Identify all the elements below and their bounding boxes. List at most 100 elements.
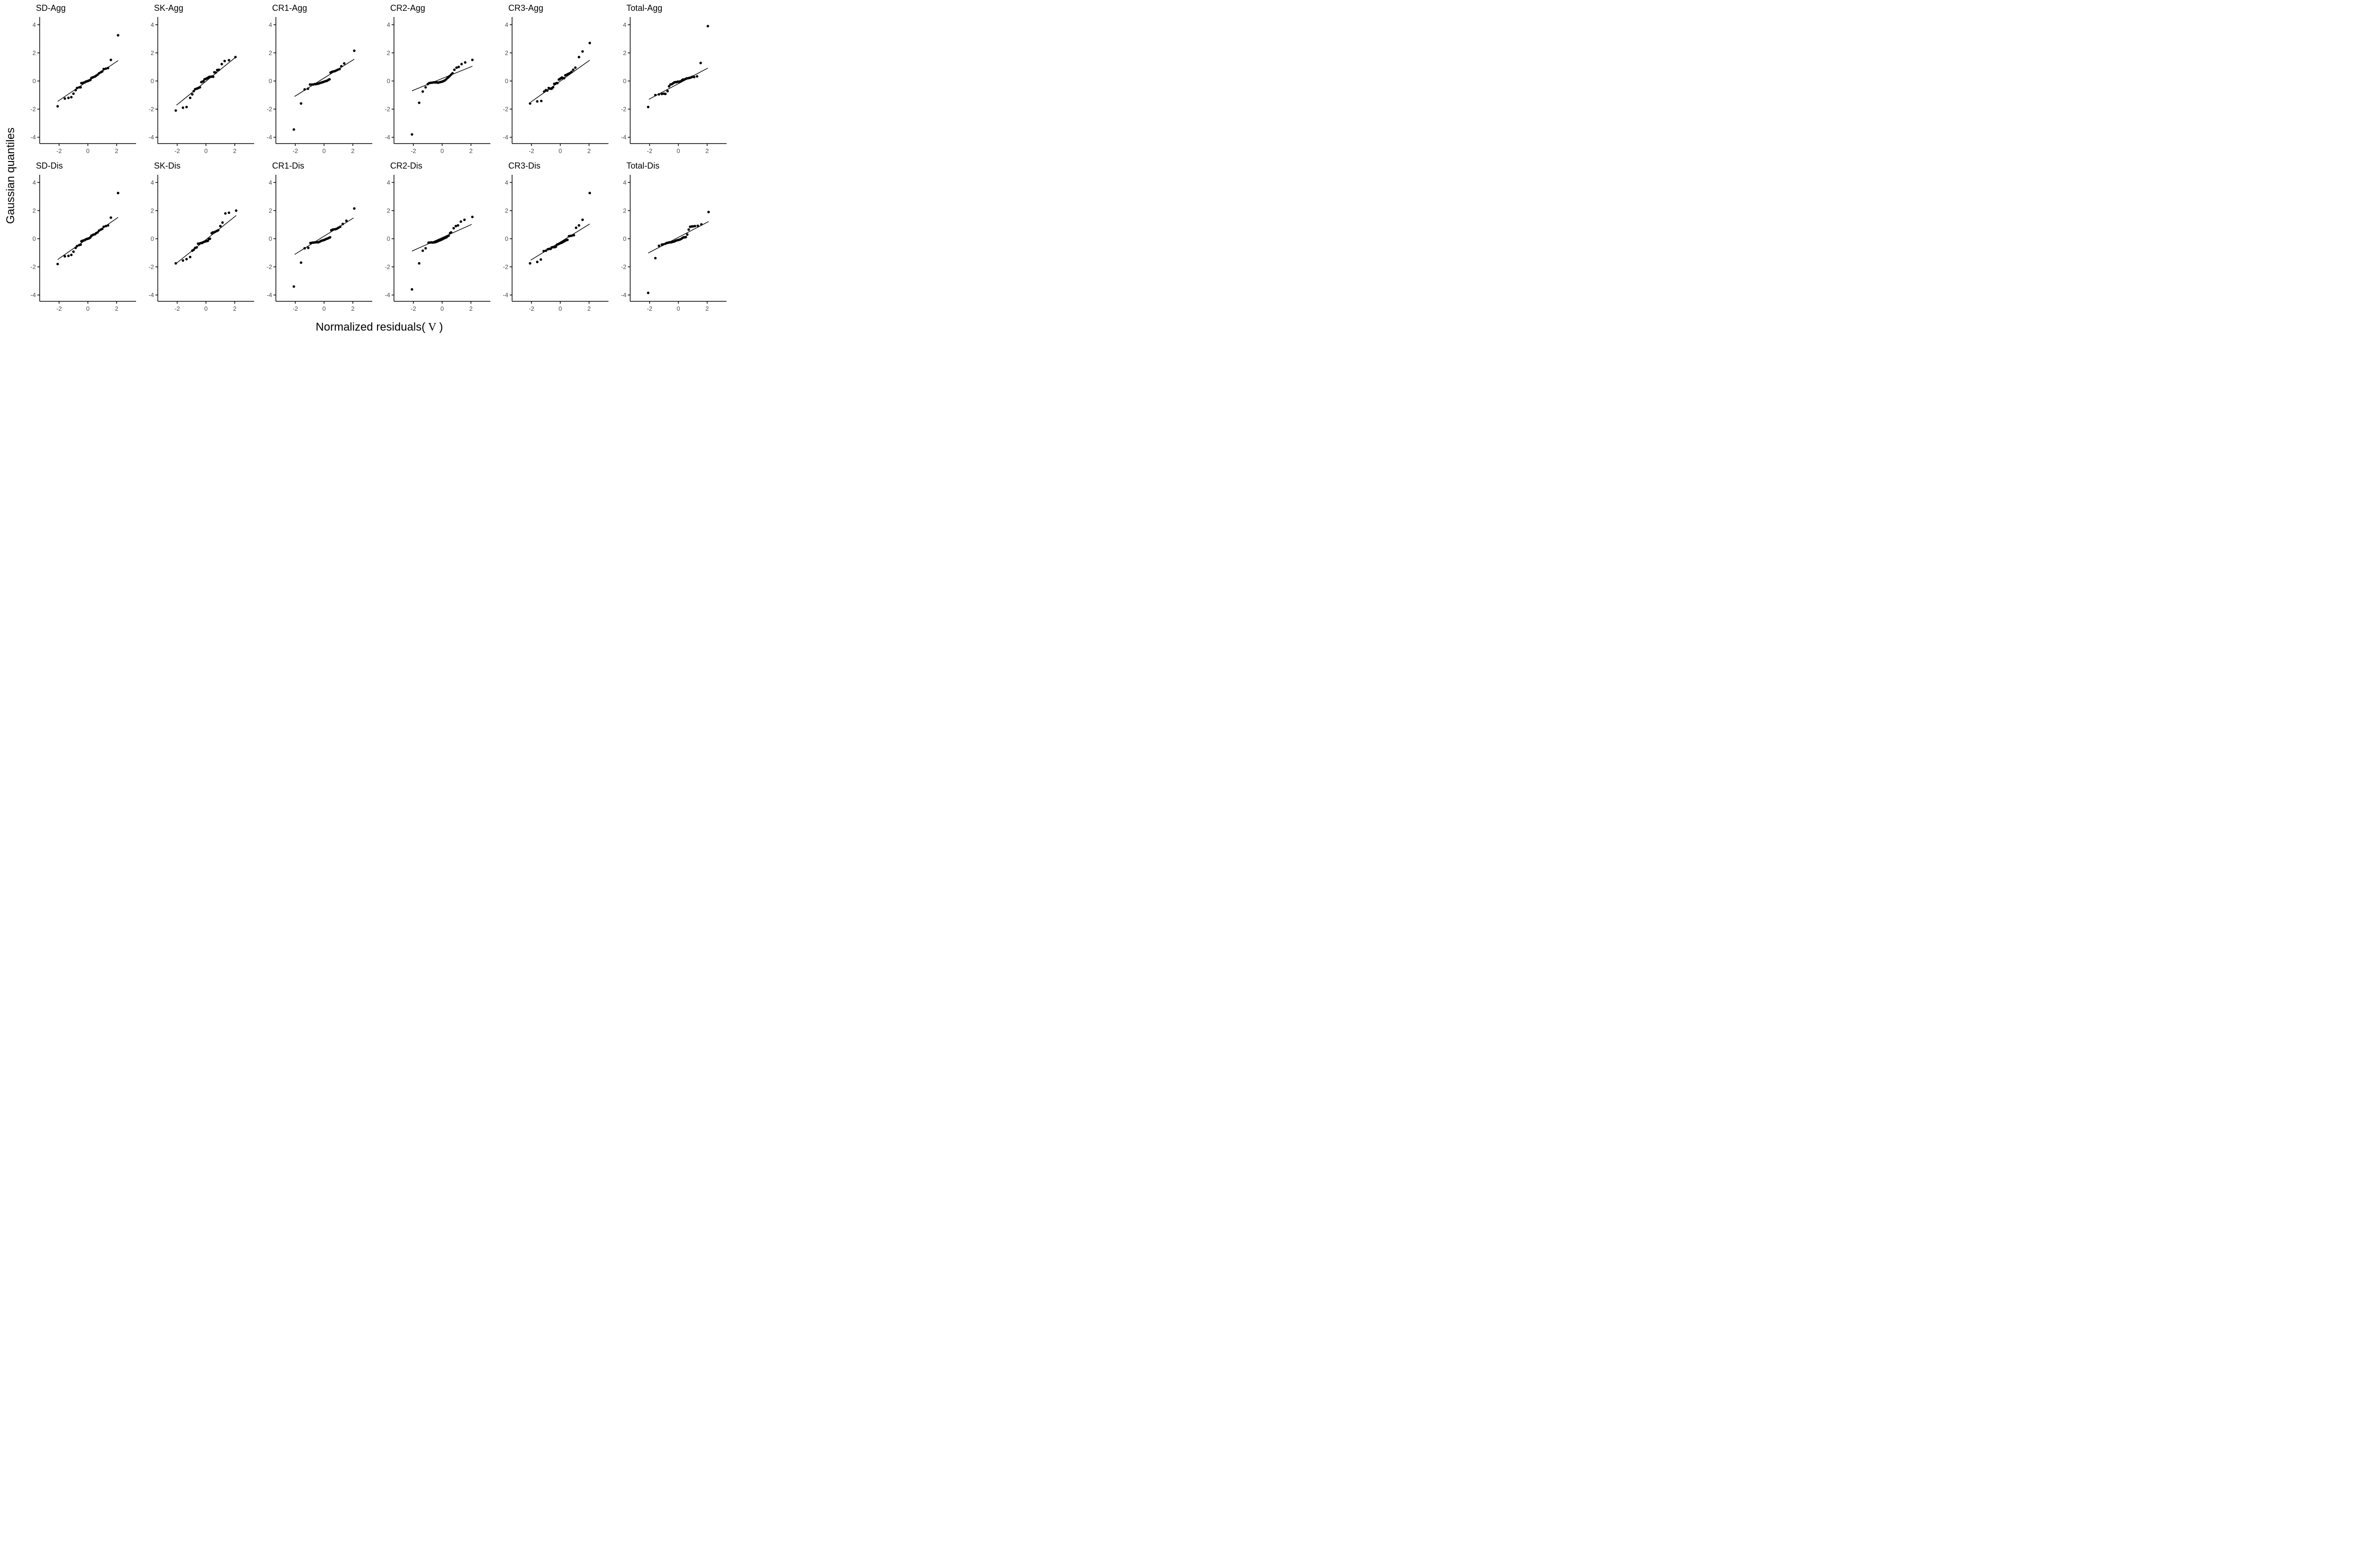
y-tick-label: 0 [505,77,508,85]
data-point [577,56,581,59]
y-tick-label: 0 [151,235,154,242]
panel-title: CR2-Agg [390,3,426,13]
data-point [307,247,310,249]
data-point [707,211,710,213]
data-point [192,248,195,251]
panel-title: SK-Agg [154,3,184,13]
data-point [459,220,462,223]
panel-title: CR1-Dis [272,161,305,170]
qq-plot-CR3-Dis: -4 -2 0 2 4 -2 0 2 [503,175,608,312]
data-point [687,228,690,231]
data-point [235,209,238,212]
data-point [74,247,77,249]
data-point [117,34,120,37]
x-tick-label: -2 [411,147,416,154]
data-point [101,227,104,230]
data-point [424,247,427,250]
x-tick-label: 0 [204,305,207,312]
data-point [101,70,104,73]
y-tick-label: 0 [387,235,390,242]
x-tick-label: -2 [174,305,180,312]
data-point [454,224,457,228]
data-point [588,42,591,44]
data-point [56,105,59,108]
data-point [181,106,184,109]
y-tick-label: 4 [387,21,390,28]
y-tick-label: 2 [33,49,36,56]
data-point [411,133,413,136]
qq-reference-line [176,57,236,106]
y-tick-label: 4 [33,179,36,186]
qq-plot-CR1-Dis: -4 -2 0 2 4 -2 0 2 [266,175,372,312]
y-tick-label: 4 [623,21,626,28]
data-point [340,65,343,68]
data-point [540,100,543,102]
data-point [217,229,220,232]
data-point [70,96,73,99]
panel-title: CR3-Dis [508,161,541,170]
x-tick-label: -2 [292,147,298,154]
data-point [63,255,66,258]
qq-reference-line [531,60,590,102]
y-tick-label: 2 [151,207,154,214]
x-tick-label: 0 [558,305,562,312]
data-point [452,227,455,230]
panel-title: CR2-Dis [390,161,423,170]
y-tick-label: -4 [385,291,390,298]
data-point [696,224,699,227]
qq-plot-SK-Dis: -4 -2 0 2 4 -2 0 2 [148,175,254,312]
data-point [658,244,660,247]
data-point [198,86,201,89]
data-point [221,221,224,224]
data-point [464,61,467,64]
data-point [647,291,650,294]
panel-CR1-Agg: CR1-Agg -4 -2 0 2 4 -2 0 2 [258,3,376,157]
data-point [300,102,302,105]
data-point [70,254,73,256]
panel-title: Total-Agg [626,3,663,13]
y-tick-label: 2 [505,49,508,56]
y-tick-label: -2 [30,106,36,113]
data-point [353,49,356,52]
data-point [543,90,546,93]
panel-SD-Agg: SD-Agg -4 -2 0 2 4 -2 0 2 [22,3,140,157]
data-point [572,68,575,71]
data-point [666,90,669,93]
y-tick-label: 2 [269,49,272,56]
data-point [453,68,456,71]
data-point [188,256,192,258]
y-tick-label: 0 [269,77,272,85]
x-axis-label-suffix: ) [439,321,443,333]
x-tick-label: 2 [115,305,118,312]
data-point [451,72,454,75]
panel-CR3-Agg: CR3-Agg -4 -2 0 2 4 -2 0 2 [494,3,612,157]
data-point [706,25,710,28]
data-point [647,105,650,109]
x-tick-label: 2 [469,147,472,154]
qq-plot-SD-Agg: -4 -2 0 2 4 -2 0 2 [30,17,136,154]
data-point [110,59,112,61]
x-tick-label: 2 [351,147,354,154]
data-point [208,237,212,240]
y-tick-label: -2 [503,106,508,113]
x-tick-label: 2 [233,147,236,154]
data-point [309,241,312,245]
data-point [76,86,78,90]
data-point [67,255,70,257]
y-tick-label: 0 [33,77,36,85]
data-point [214,71,217,74]
data-point [89,78,92,81]
data-point [303,88,306,91]
data-point [188,96,192,99]
data-point [219,224,222,228]
data-point [568,72,571,75]
y-tick-label: -4 [148,291,154,298]
data-point [411,288,413,291]
data-point [566,239,569,241]
qq-plot-SD-Dis: -4 -2 0 2 4 -2 0 2 [30,175,136,312]
qq-plot-SK-Agg: -4 -2 0 2 4 -2 0 2 [148,17,254,154]
data-point [292,285,295,288]
y-tick-label: -2 [30,264,36,271]
x-tick-label: 2 [705,147,709,154]
data-point [424,86,427,89]
